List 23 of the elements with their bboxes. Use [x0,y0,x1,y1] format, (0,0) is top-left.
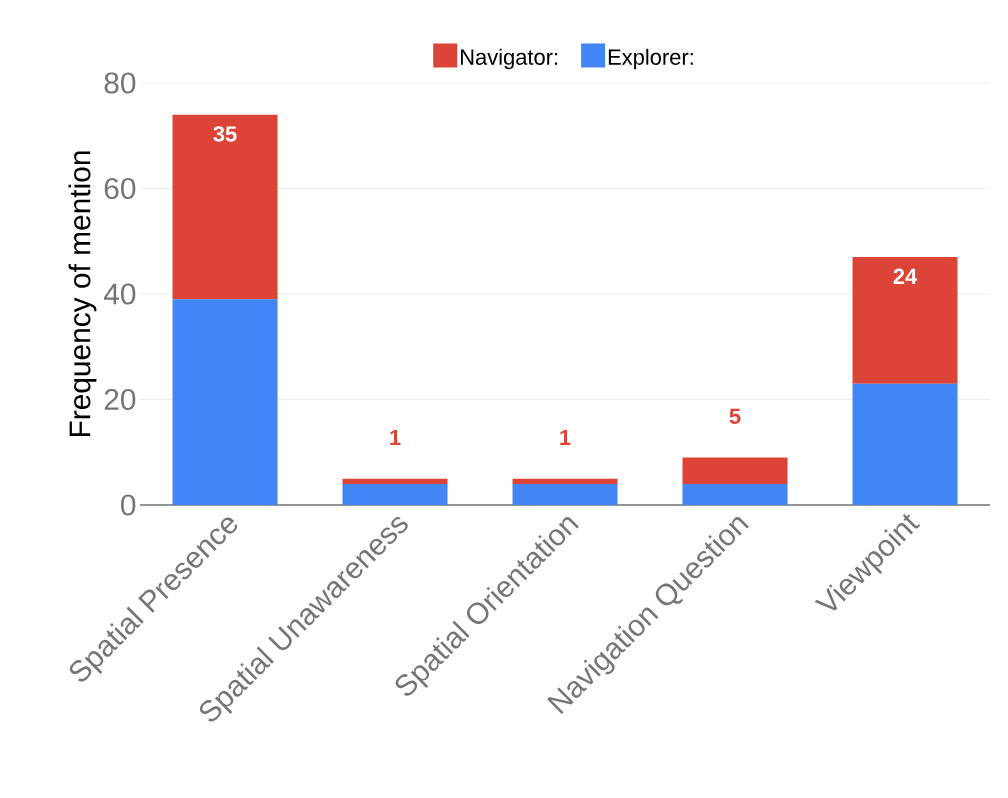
bar [682,457,788,484]
bar [172,114,278,300]
y-tick-label: 80 [104,72,136,94]
legend-label: Navigator: [461,48,558,70]
bar [342,483,448,505]
data-label: 5 [729,408,741,425]
bar [342,478,448,484]
y-axis-title: Frequency of mention [68,151,97,437]
data-label: 1 [560,430,571,446]
bar [852,383,958,505]
bar [512,478,618,484]
y-tick-label: 0 [121,494,136,516]
data-label: 35 [213,126,237,142]
bar [512,483,618,505]
data-label: 1 [390,430,401,446]
bar [172,299,278,505]
y-tick-label: 40 [103,283,136,305]
y-tick-label: 60 [104,177,136,200]
bar [682,483,788,505]
data-label: 24 [893,268,918,284]
legend-label: Explorer: [608,48,693,70]
y-tick-label: 20 [104,388,136,411]
bar [852,257,958,384]
